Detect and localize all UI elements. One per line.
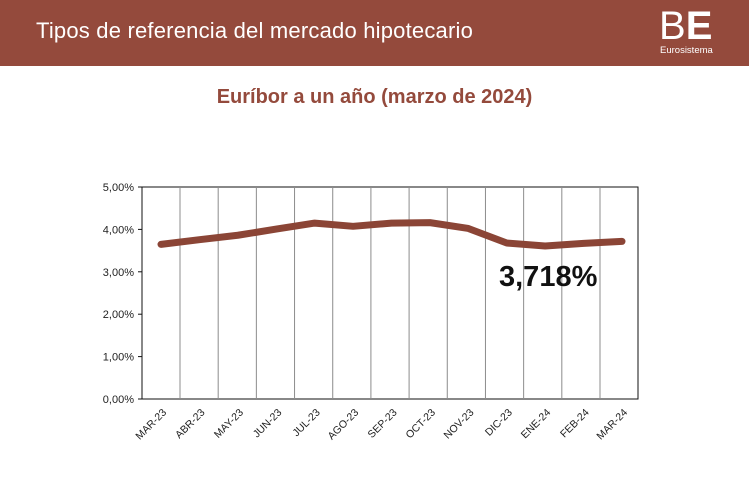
data-point <box>466 226 471 231</box>
y-tick-label: 3,00% <box>103 267 134 279</box>
y-tick-label: 2,00% <box>103 309 134 321</box>
data-point <box>351 224 356 229</box>
y-tick-label: 5,00% <box>103 182 134 194</box>
header-bar: Tipos de referencia del mercado hipoteca… <box>0 0 749 66</box>
y-tick-label: 4,00% <box>103 224 134 236</box>
chart-title: Euríbor a un año (marzo de 2024) <box>216 86 533 108</box>
banco-espana-logo: BE Eurosistema <box>659 4 729 60</box>
data-point <box>543 243 548 248</box>
x-tick-label: JUL-23 <box>290 407 323 440</box>
y-tick-label: 1,00% <box>103 352 134 364</box>
page-title: Tipos de referencia del mercado hipoteca… <box>36 18 474 43</box>
data-point <box>159 242 163 247</box>
x-tick-label: ABR-23 <box>173 407 208 442</box>
x-tick-label: JUN-23 <box>251 407 285 441</box>
data-point <box>504 241 509 246</box>
logo-mark: BE <box>659 4 713 48</box>
data-point <box>274 227 279 232</box>
x-tick-label: NOV-23 <box>442 407 477 442</box>
x-tick-label: MAY-23 <box>212 407 246 441</box>
x-tick-label: MAR-24 <box>594 407 630 443</box>
x-tick-label: FEB-24 <box>558 407 592 441</box>
data-point <box>312 221 317 226</box>
x-tick-label: OCT-23 <box>404 407 439 442</box>
x-tick-label: SEP-23 <box>366 407 400 441</box>
data-point <box>620 239 624 244</box>
x-tick-label: ENE-24 <box>519 407 554 442</box>
logo-subtitle: Eurosistema <box>660 45 713 56</box>
x-tick-label: DIC-23 <box>483 407 515 439</box>
data-point <box>197 237 202 242</box>
plot-area <box>141 186 639 400</box>
x-tick-label: AGO-23 <box>325 407 361 443</box>
data-point <box>235 233 240 238</box>
data-point <box>581 241 586 246</box>
y-tick-label: 0,00% <box>103 394 134 406</box>
data-point <box>389 221 394 226</box>
data-point <box>427 220 432 225</box>
value-annotation: 3,718% <box>499 261 598 293</box>
x-tick-label: MAR-23 <box>133 407 169 443</box>
